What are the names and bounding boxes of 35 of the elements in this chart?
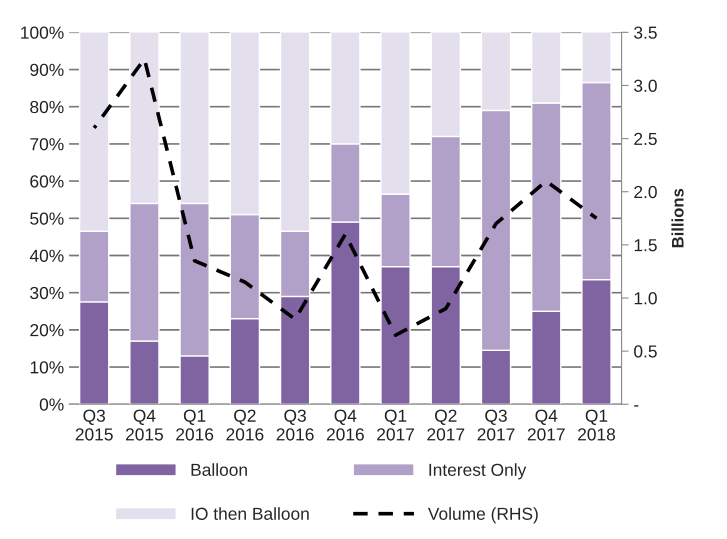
y2-tick-label: 1.0 <box>634 292 657 304</box>
y2-tick-label: 3.0 <box>634 80 657 92</box>
y-tick-label: 0% <box>40 398 64 411</box>
x-tick-label: Q1 2017 <box>377 410 414 441</box>
legend-label: Interest Only <box>429 463 526 480</box>
y-tick-label: 80% <box>30 100 64 114</box>
y2-tick-label: 0.5 <box>634 345 657 358</box>
y-tick-label: 90% <box>30 64 64 76</box>
legend-label: Balloon <box>192 463 247 476</box>
y-tick-label: 20% <box>30 324 64 336</box>
legend-label: Volume (RHS) <box>428 507 538 524</box>
x-tick-label: Q2 2016 <box>226 410 264 441</box>
x-tick-label: Q1 2018 <box>578 410 616 441</box>
legend-label: IO then Balloon <box>192 507 309 520</box>
y2-tick-label: 2.5 <box>634 132 657 146</box>
y2-tick-label: - <box>634 405 638 407</box>
y2-axis-title: Billions <box>671 188 684 248</box>
y2-tick-label: 3.5 <box>634 26 657 39</box>
y-tick-label: 10% <box>30 361 64 374</box>
y2-tick-label: 1.5 <box>634 239 657 252</box>
x-tick-label: Q3 2015 <box>76 410 113 441</box>
x-tick-label: Q4 2017 <box>528 410 565 441</box>
x-tick-label: Q4 2015 <box>126 410 163 441</box>
x-tick-label: Q4 2016 <box>326 410 364 441</box>
x-tick-label: Q1 2016 <box>176 410 214 441</box>
y-tick-label: 30% <box>30 286 64 300</box>
y-tick-label: 40% <box>30 250 64 262</box>
y-tick-label: 100% <box>21 26 64 39</box>
x-tick-label: Q3 2016 <box>276 410 314 441</box>
y-tick-label: 70% <box>30 138 64 150</box>
y-tick-label: 50% <box>30 212 64 225</box>
x-tick-label: Q2 2017 <box>427 410 464 441</box>
x-tick-label: Q3 2017 <box>478 410 514 441</box>
y2-tick-label: 2.0 <box>634 186 657 198</box>
y-tick-label: 60% <box>30 175 64 188</box>
